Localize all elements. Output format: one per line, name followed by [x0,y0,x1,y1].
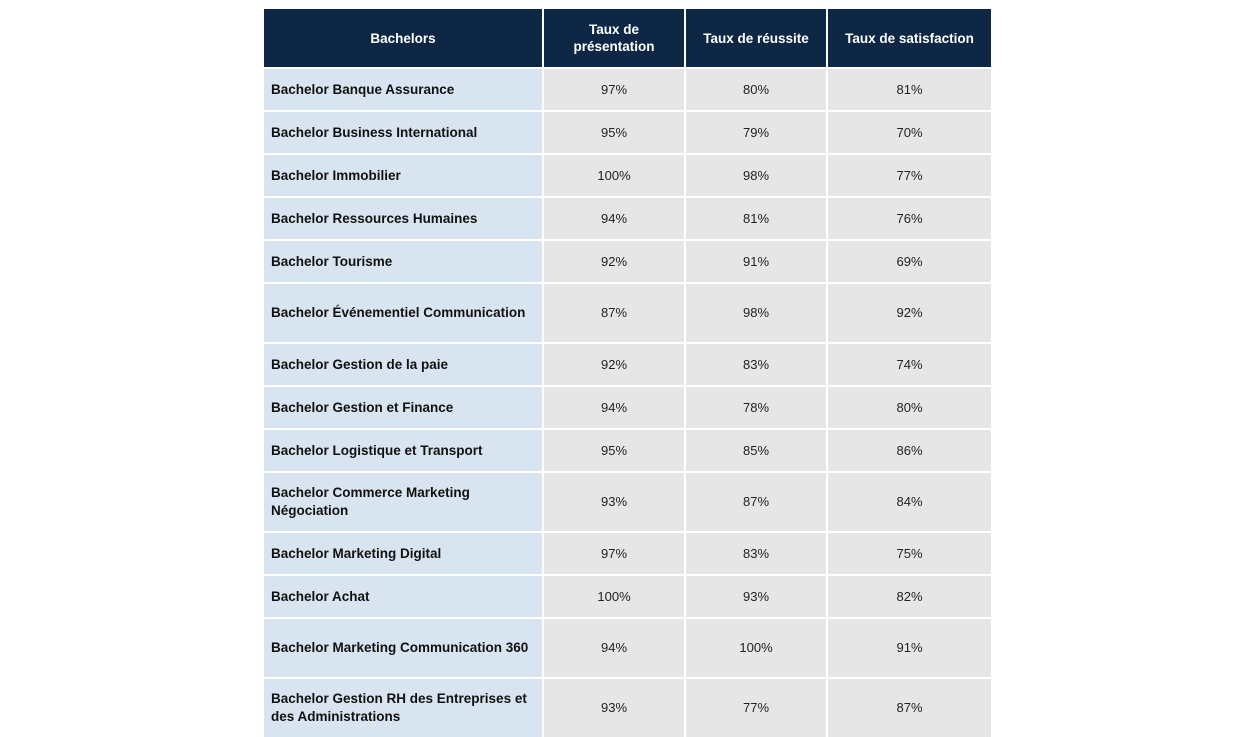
table-body: Bachelor Banque Assurance 97% 80% 81% Ba… [264,67,991,737]
bachelor-name: Bachelor Gestion et Finance [264,385,544,430]
table-row: Bachelor Banque Assurance 97% 80% 81% [264,67,991,112]
taux-presentation-value: 93% [542,677,686,737]
bachelor-name: Bachelor Ressources Humaines [264,196,544,241]
taux-reussite-value: 80% [684,67,828,112]
taux-reussite-value: 91% [684,239,828,284]
bachelor-name: Bachelor Gestion de la paie [264,342,544,387]
taux-presentation-value: 94% [542,385,686,430]
taux-reussite-value: 98% [684,282,828,344]
bachelor-name: Bachelor Marketing Communication 360 [264,617,544,679]
table-row: Bachelor Événementiel Communication 87% … [264,282,991,344]
taux-satisfaction-value: 74% [826,342,991,387]
taux-satisfaction-value: 76% [826,196,991,241]
taux-reussite-value: 100% [684,617,828,679]
table-row: Bachelor Gestion RH des Entreprises et d… [264,677,991,737]
table-row: Bachelor Gestion et Finance 94% 78% 80% [264,385,991,430]
table-row: Bachelor Commerce Marketing Négociation … [264,471,991,533]
table-row: Bachelor Ressources Humaines 94% 81% 76% [264,196,991,241]
taux-satisfaction-value: 84% [826,471,991,533]
results-table-container: Bachelors Taux de présentation Taux de r… [264,9,991,737]
bachelor-name: Bachelor Événementiel Communication [264,282,544,344]
taux-presentation-value: 95% [542,110,686,155]
taux-presentation-value: 93% [542,471,686,533]
table-row: Bachelor Marketing Digital 97% 83% 75% [264,531,991,576]
taux-satisfaction-value: 92% [826,282,991,344]
taux-reussite-value: 98% [684,153,828,198]
taux-reussite-value: 79% [684,110,828,155]
taux-reussite-value: 77% [684,677,828,737]
bachelor-name: Bachelor Banque Assurance [264,67,544,112]
bachelor-name: Bachelor Commerce Marketing Négociation [264,471,544,533]
taux-presentation-value: 100% [542,574,686,619]
bachelor-name: Bachelor Marketing Digital [264,531,544,576]
header-taux-presentation: Taux de présentation [542,9,686,69]
taux-presentation-value: 92% [542,342,686,387]
taux-presentation-value: 100% [542,153,686,198]
table-row: Bachelor Achat 100% 93% 82% [264,574,991,619]
taux-reussite-value: 93% [684,574,828,619]
taux-satisfaction-value: 86% [826,428,991,473]
taux-presentation-value: 87% [542,282,686,344]
taux-presentation-value: 94% [542,196,686,241]
header-taux-satisfaction: Taux de satisfaction [826,9,991,69]
taux-presentation-value: 94% [542,617,686,679]
table-row: Bachelor Immobilier 100% 98% 77% [264,153,991,198]
taux-satisfaction-value: 82% [826,574,991,619]
taux-reussite-value: 83% [684,531,828,576]
taux-presentation-value: 92% [542,239,686,284]
table-row: Bachelor Business International 95% 79% … [264,110,991,155]
table-header: Bachelors Taux de présentation Taux de r… [264,9,991,69]
bachelor-name: Bachelor Gestion RH des Entreprises et d… [264,677,544,737]
taux-reussite-value: 83% [684,342,828,387]
results-table: Bachelors Taux de présentation Taux de r… [264,9,991,737]
bachelor-name: Bachelor Tourisme [264,239,544,284]
taux-presentation-value: 97% [542,67,686,112]
table-row: Bachelor Tourisme 92% 91% 69% [264,239,991,284]
header-bachelors: Bachelors [264,9,544,69]
taux-satisfaction-value: 91% [826,617,991,679]
taux-reussite-value: 78% [684,385,828,430]
header-taux-reussite: Taux de réussite [684,9,828,69]
taux-satisfaction-value: 69% [826,239,991,284]
taux-satisfaction-value: 77% [826,153,991,198]
taux-reussite-value: 87% [684,471,828,533]
taux-presentation-value: 97% [542,531,686,576]
taux-satisfaction-value: 87% [826,677,991,737]
table-row: Bachelor Gestion de la paie 92% 83% 74% [264,342,991,387]
table-row: Bachelor Logistique et Transport 95% 85%… [264,428,991,473]
table-row: Bachelor Marketing Communication 360 94%… [264,617,991,679]
bachelor-name: Bachelor Achat [264,574,544,619]
taux-reussite-value: 81% [684,196,828,241]
taux-satisfaction-value: 75% [826,531,991,576]
bachelor-name: Bachelor Logistique et Transport [264,428,544,473]
taux-satisfaction-value: 70% [826,110,991,155]
taux-reussite-value: 85% [684,428,828,473]
header-row: Bachelors Taux de présentation Taux de r… [264,9,991,69]
bachelor-name: Bachelor Business International [264,110,544,155]
taux-presentation-value: 95% [542,428,686,473]
taux-satisfaction-value: 81% [826,67,991,112]
taux-satisfaction-value: 80% [826,385,991,430]
bachelor-name: Bachelor Immobilier [264,153,544,198]
